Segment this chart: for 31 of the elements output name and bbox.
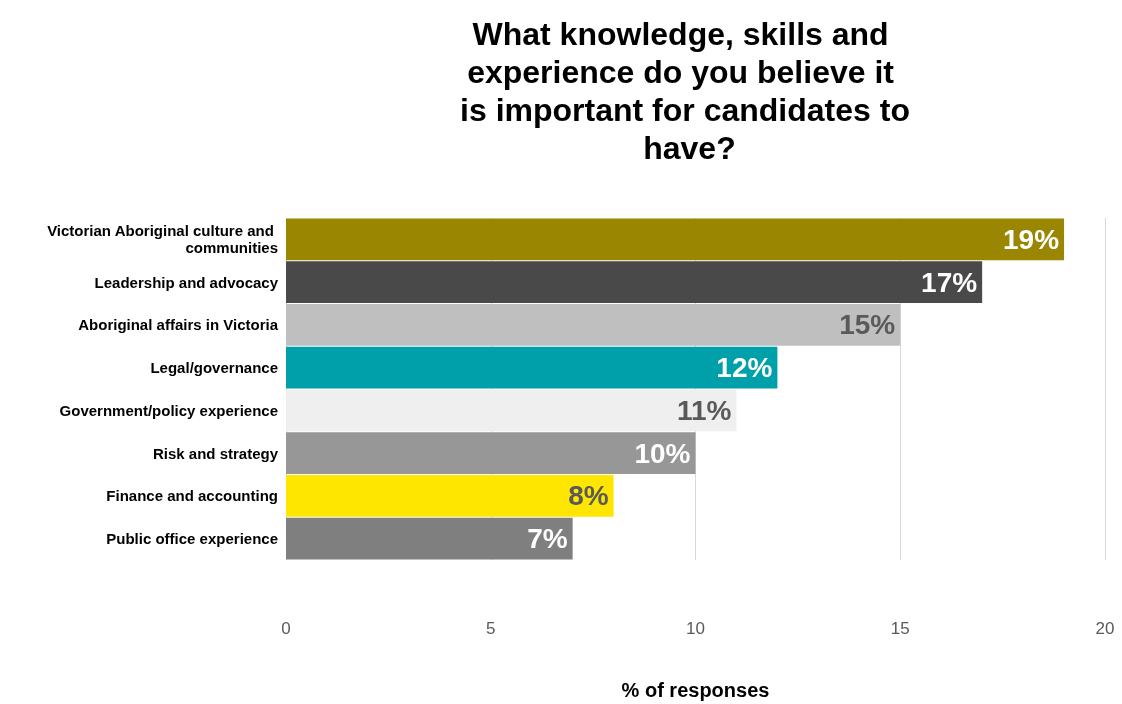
- x-axis-title: % of responses: [621, 679, 770, 701]
- data-label: 7%: [527, 523, 568, 555]
- y-tick-label: Legal/governance: [150, 359, 278, 377]
- bar: [286, 474, 614, 517]
- x-tick-label: 0: [281, 619, 291, 638]
- data-label: 15%: [839, 309, 896, 341]
- y-tick-label: Risk and strategy: [152, 444, 279, 462]
- data-label: 12%: [716, 352, 773, 384]
- chart-title: What knowledge, skills and experience do you believe it is important for candidates to have?: [460, 16, 910, 166]
- y-tick-label: Public office experience: [106, 530, 278, 548]
- bar: [286, 303, 901, 346]
- bar: [286, 389, 737, 432]
- y-tick-label: Government/policy experience: [59, 401, 278, 419]
- x-tick-label: 15: [890, 619, 910, 638]
- x-tick-label: 10: [686, 619, 705, 638]
- y-tick-label: Finance and accounting: [106, 487, 278, 505]
- x-tick-label: 20: [1095, 619, 1115, 638]
- bar: [286, 218, 1065, 261]
- bar: [286, 261, 983, 304]
- y-tick-label: Victorian Aboriginal culture and communities: [47, 222, 278, 257]
- data-label: 10%: [634, 437, 691, 469]
- bar: [286, 346, 778, 389]
- data-label: 11%: [676, 394, 732, 426]
- data-label: 19%: [1003, 223, 1060, 255]
- x-tick-label: 5: [486, 619, 496, 638]
- y-tick-label: Aboriginal affairs in Victoria: [78, 316, 279, 334]
- data-label: 8%: [568, 480, 609, 512]
- bar: [286, 517, 573, 560]
- bar: [286, 432, 696, 475]
- data-label: 17%: [921, 266, 978, 298]
- y-tick-label: Leadership and advocacy: [94, 273, 279, 291]
